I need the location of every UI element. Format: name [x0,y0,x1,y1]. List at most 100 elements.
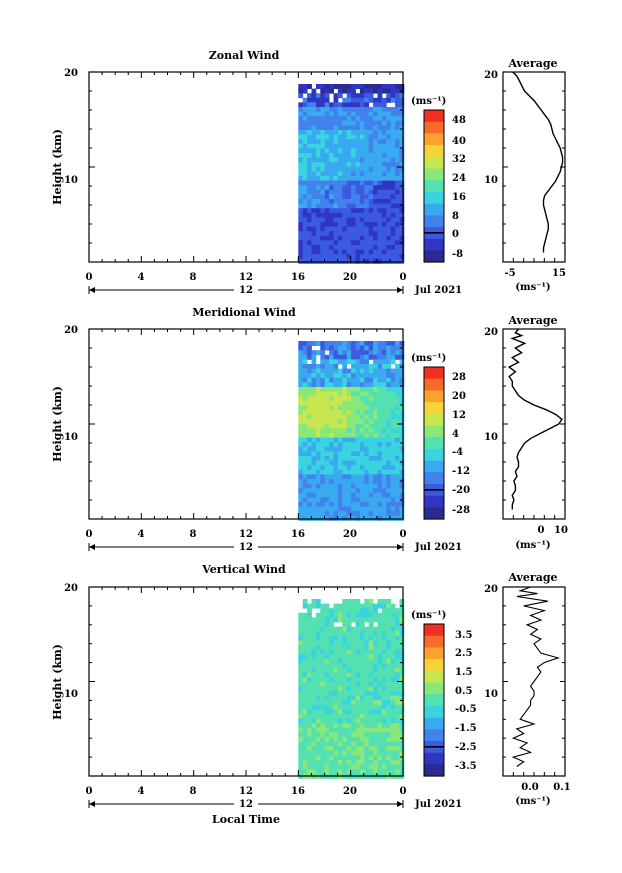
heatmap-cell [324,143,330,149]
heatmap-cell [320,410,326,415]
heatmap-cell [298,626,304,632]
heatmap-cell [386,203,392,209]
heatmap-cell [386,663,392,669]
heatmap-cell [377,695,383,701]
colorbar-label: -4 [452,447,463,458]
heatmap-cell [386,97,392,103]
heatmap-cell [395,760,400,765]
heatmap-cell [368,469,374,475]
heatmap-cell [315,737,321,742]
heatmap-cell [307,451,312,457]
heatmap-cell [298,709,304,715]
heatmap-cell [315,162,321,168]
heatmap-cell [390,654,396,660]
heatmap-cell [368,446,374,452]
heatmap-cell [368,258,374,264]
heatmap-cell [390,116,396,122]
heatmap-cell [351,700,356,706]
heatmap-cell [355,599,361,604]
heatmap-cell [298,465,304,471]
heatmap-cell [333,750,339,756]
heatmap-cell [399,764,405,770]
heatmap-cell [315,222,321,227]
heatmap-cell [342,377,348,383]
x-tick-label: 12 [239,529,253,540]
heatmap-cell [307,622,312,627]
colorbar-swatch [424,390,444,403]
heatmap-cell [386,488,392,494]
heatmap-cell [346,423,352,429]
heatmap-cell [377,203,383,209]
heatmap-cell [342,414,348,420]
heatmap-cell [390,139,396,145]
colorbar-label: -1.5 [455,723,477,734]
heatmap-cell [386,139,392,145]
heatmap-cell [351,419,356,425]
x-tick-label: 12 [239,272,253,283]
heatmap-cell [395,631,400,637]
colorbar-label: 3.5 [455,630,472,641]
heatmap-cell [324,139,330,145]
heatmap-cell [346,226,352,232]
heatmap-cell [395,469,400,475]
heatmap-cell [311,400,317,406]
heatmap-cell [324,405,330,411]
colorbar-swatch [424,250,444,263]
heatmap-cell [329,663,334,669]
heatmap-cell [320,626,326,632]
heatmap-cell [395,258,400,264]
heatmap-cell [373,396,378,402]
heatmap-cell [298,153,304,158]
heatmap-cell [351,760,356,765]
heatmap-cell [390,649,396,655]
heatmap-cell [386,635,392,641]
heatmap-cell [315,153,321,158]
heatmap-cell [377,704,383,710]
heatmap-cell [337,382,343,388]
heatmap-cell [399,465,405,471]
heatmap-cell [311,433,317,438]
heatmap-cell [337,695,343,701]
heatmap-cell [298,727,304,733]
heatmap-cell [355,387,361,392]
heatmap-cell [373,116,378,122]
heatmap-cell [359,84,365,89]
heatmap-cell [311,194,317,200]
heatmap-cell [390,723,396,729]
heatmap-cell [377,166,383,172]
heatmap-cell [324,377,330,383]
heatmap-cell [333,442,339,448]
heatmap-cell [359,681,365,687]
colorbar-swatch [424,168,444,181]
heatmap-cell [364,93,370,99]
heatmap-cell [311,599,317,604]
heatmap-cell [307,640,312,646]
y-tick-label-10: 10 [64,689,78,700]
heatmap-cell [390,746,396,752]
heatmap-cell [355,700,361,706]
heatmap-cell [342,714,348,719]
heatmap-cell [351,437,356,443]
heatmap-cell [386,502,392,507]
heatmap-cell [399,235,405,241]
colorbar-label: 32 [452,154,466,165]
heatmap-cell [329,199,334,204]
heatmap-cell [390,442,396,448]
colorbar-label: -20 [452,485,470,496]
heatmap-cell [311,157,317,163]
colorbar-swatch [424,156,444,169]
heatmap-cell [386,157,392,163]
heatmap-cell [324,382,330,388]
heatmap-cell [337,185,343,191]
heatmap-cell [302,240,308,246]
heatmap-cell [315,460,321,466]
heatmap-cell [395,709,400,715]
heatmap-cell [346,88,352,94]
heatmap-cell [346,130,352,135]
heatmap-cell [373,226,378,232]
heatmap-cell [373,456,378,461]
heatmap-cell [377,350,383,356]
heatmap-cell [381,622,387,627]
heatmap-cell [373,635,378,641]
heatmap-cell [333,377,339,383]
